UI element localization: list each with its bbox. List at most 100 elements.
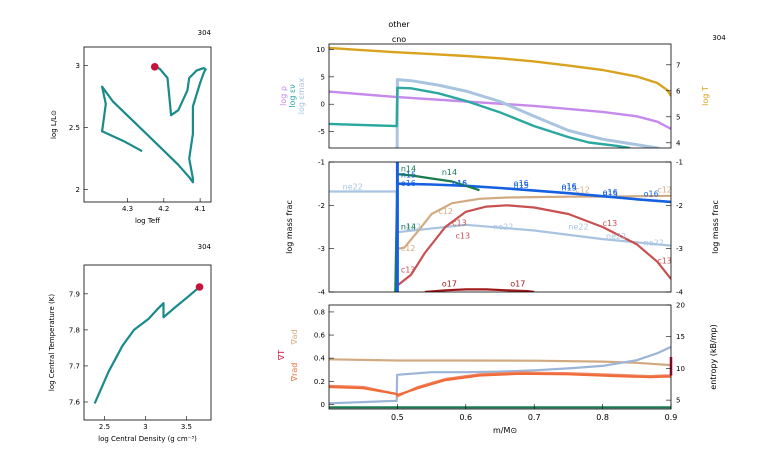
hr-xtick-label: 4.2 [158, 205, 169, 213]
top-left-axis-label: log ρ [279, 86, 288, 106]
mid-line-label: n14 [401, 223, 416, 232]
top-left-axis-label: log εν [288, 84, 297, 108]
hr-track [100, 65, 207, 184]
mid-line-label: ne22 [644, 239, 664, 248]
mid-ylabel-left: log mass frac [285, 200, 294, 254]
mid-ytick-left-label: -1 [318, 159, 325, 167]
bot-ytick-right-label: 10 [676, 365, 685, 373]
center-model-number: 304 [198, 243, 212, 251]
hr-ytick-label: 3 [76, 62, 80, 70]
center-ytick-label: 7.6 [69, 398, 81, 406]
bot-series-∇ad [329, 358, 671, 367]
mid-frame [328, 161, 672, 293]
hr-frame [83, 46, 212, 203]
bot-right-axis-label: entropy (kB/mp) [709, 324, 718, 389]
bot-series-∇T [329, 372, 671, 397]
hr-current-point [150, 63, 159, 71]
bot-ytick-right-label: 15 [676, 333, 685, 341]
mid-ytick-left-label: -3 [318, 245, 325, 253]
top-ytick-right-label: 5 [676, 113, 680, 121]
mid-line-label: n15 [514, 181, 529, 190]
bot-series-entropy [329, 345, 671, 405]
mid-line-label: o16 [514, 179, 529, 188]
mid-line-label: o16 [452, 179, 467, 188]
bot-xlabel: m/M⊙ [493, 426, 517, 435]
center-xtick-label: 3 [143, 423, 147, 431]
mid-ytick-right-label: -2 [676, 202, 683, 210]
mid-ytick-right-label: -3 [676, 245, 683, 253]
mid-ytick-right-label: -1 [676, 159, 683, 167]
mid-line-label: n14 [442, 168, 457, 177]
hr-xtick-label: 4.3 [122, 205, 133, 213]
center-current-point [195, 283, 204, 291]
bot-left-axis-label: ∇T [277, 350, 286, 361]
mid-line-label: ne22 [343, 183, 363, 192]
gradient-panel: 0 0.2 0.4 0.6 0.8 5 10 15 20 0.5 0.6 0.7 0.8 0.9 m/M⊙ ∇… [277, 302, 718, 436]
bot-frame [328, 304, 672, 410]
hr-ylabel: log L/L⊙ [50, 110, 58, 139]
header-other-label: other [388, 20, 410, 29]
mid-line-label: o17 [510, 279, 525, 288]
center-xtick-label: 2.5 [99, 423, 110, 431]
bot-ytick-left-label: 0.2 [314, 378, 325, 386]
bot-left-axis-label: ∇rad [290, 363, 299, 383]
top-ytick-left-label: -5 [318, 128, 325, 136]
abundance-panel: ne22 ne22 ne22 ne22 ne22 ne22 c12 c12 c12 c12 c13 c… [285, 159, 720, 297]
mid-line-label: o16 [401, 179, 416, 188]
mid-line-label: c12 [401, 244, 416, 253]
mid-ytick-right-label: -4 [676, 289, 684, 297]
hr-diagram-panel: 4.3 4.2 4.1 2 2.5 3 log Teff log L/L⊙ 304 [50, 29, 212, 225]
bot-xtick-label: 0.7 [528, 413, 541, 422]
top-model-number: 304 [712, 34, 726, 42]
top-ytick-right-label: 6 [676, 87, 681, 95]
bot-ytick-right-label: 20 [676, 302, 685, 310]
header-cno-label: cno [392, 35, 406, 44]
bot-ytick-left-label: 0.4 [314, 355, 326, 363]
top-ytick-right-label: 4 [676, 139, 681, 147]
mid-series-o16 [396, 182, 671, 204]
mid-line-label: c13 [456, 231, 471, 240]
top-series-log-T [329, 46, 671, 97]
hr-ytick-label: 2.5 [69, 124, 80, 132]
top-ytick-right-label: 7 [676, 61, 680, 69]
top-frame [328, 43, 672, 149]
profile-top-panel: -5 0 5 10 4 5 6 7 log ρ log εν log εmax log T [279, 43, 710, 149]
bot-ytick-left-label: 0 [321, 401, 325, 409]
mid-line-label: ne22 [606, 232, 626, 241]
mid-ylabel-right: log mass frac [711, 200, 720, 254]
mid-line-label: o17 [442, 279, 457, 288]
bot-xtick-label: 0.8 [596, 413, 609, 422]
mid-line-label: ne22 [401, 223, 421, 232]
bot-xtick-label: 0.6 [459, 413, 472, 422]
bot-xtick-label: 0.5 [391, 413, 404, 422]
hr-model-number: 304 [198, 29, 212, 37]
bot-ytick-left-label: 0.6 [314, 332, 326, 340]
mid-line-label: o16 [603, 188, 618, 197]
mid-line-label: n15 [603, 190, 618, 199]
top-ytick-left-label: 0 [321, 101, 325, 109]
center-ytick-label: 7.9 [69, 290, 80, 298]
mid-line-label: ne22 [493, 223, 513, 232]
mid-series-c13 [396, 204, 671, 287]
top-series-log-εmax [395, 78, 662, 148]
center-xtick-label: 3.5 [181, 423, 192, 431]
mid-line-label: n14 [401, 165, 416, 174]
center-ytick-label: 7.8 [69, 326, 80, 334]
mid-ytick-left-label: -2 [318, 202, 325, 210]
mid-series-o17 [424, 288, 535, 292]
bot-left-axis-label: ∇ad [290, 329, 299, 345]
mid-line-label: ne22 [568, 223, 588, 232]
bot-ytick-left-label: 0.8 [314, 308, 325, 316]
mid-line-label: o16 [644, 190, 659, 199]
center-ytick-label: 7.7 [69, 362, 80, 370]
top-series-log-ρ [329, 90, 671, 130]
hr-xtick-label: 4.1 [195, 205, 206, 213]
mid-line-label: c13 [452, 218, 467, 227]
top-right-axis-label: log T [701, 86, 710, 106]
center-frame [83, 264, 212, 421]
mid-line-label: n15 [452, 180, 467, 189]
top-ytick-left-label: 10 [316, 46, 325, 54]
mid-line-label: n15 [562, 184, 577, 193]
mid-line-label: c12 [657, 185, 672, 194]
